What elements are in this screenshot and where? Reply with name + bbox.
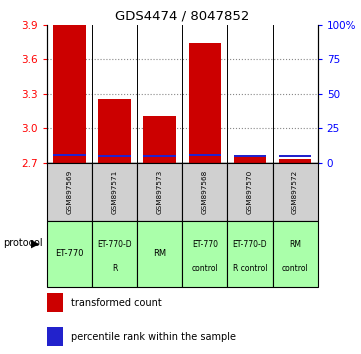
Bar bbox=[279, 155, 312, 157]
Text: control: control bbox=[191, 264, 218, 273]
Text: GSM897572: GSM897572 bbox=[292, 170, 298, 214]
Bar bbox=[47, 293, 63, 312]
Title: GDS4474 / 8047852: GDS4474 / 8047852 bbox=[115, 9, 249, 22]
Bar bbox=[137, 221, 182, 287]
Bar bbox=[47, 327, 63, 346]
Bar bbox=[182, 163, 227, 221]
Text: ▶: ▶ bbox=[31, 238, 39, 249]
Text: GSM897570: GSM897570 bbox=[247, 170, 253, 214]
Text: R: R bbox=[112, 264, 117, 273]
Text: GSM897573: GSM897573 bbox=[157, 170, 163, 214]
Bar bbox=[188, 154, 221, 156]
Bar bbox=[98, 99, 131, 163]
Bar bbox=[273, 221, 318, 287]
Text: GSM897569: GSM897569 bbox=[66, 170, 73, 214]
Bar bbox=[47, 221, 92, 287]
Text: transformed count: transformed count bbox=[71, 298, 162, 308]
Bar bbox=[227, 163, 273, 221]
Text: percentile rank within the sample: percentile rank within the sample bbox=[71, 331, 236, 342]
Text: RM: RM bbox=[153, 250, 166, 258]
Bar bbox=[279, 159, 311, 163]
Text: ET-770: ET-770 bbox=[192, 240, 218, 249]
Text: protocol: protocol bbox=[4, 238, 43, 249]
Text: ET-770-D: ET-770-D bbox=[97, 240, 132, 249]
Bar bbox=[144, 155, 176, 157]
Bar bbox=[137, 163, 182, 221]
Bar bbox=[188, 42, 221, 163]
Bar bbox=[234, 155, 266, 163]
Text: ET-770-D: ET-770-D bbox=[233, 240, 267, 249]
Bar bbox=[47, 163, 92, 221]
Bar bbox=[98, 155, 131, 157]
Bar bbox=[92, 221, 137, 287]
Text: RM: RM bbox=[289, 240, 301, 249]
Text: GSM897568: GSM897568 bbox=[202, 170, 208, 214]
Bar bbox=[53, 25, 86, 163]
Bar bbox=[234, 155, 266, 157]
Bar bbox=[227, 221, 273, 287]
Text: GSM897571: GSM897571 bbox=[112, 170, 118, 214]
Text: control: control bbox=[282, 264, 309, 273]
Bar bbox=[273, 163, 318, 221]
Text: ET-770: ET-770 bbox=[55, 250, 84, 258]
Bar bbox=[53, 154, 86, 156]
Text: R control: R control bbox=[233, 264, 267, 273]
Bar bbox=[92, 163, 137, 221]
Bar bbox=[182, 221, 227, 287]
Bar bbox=[144, 116, 176, 163]
